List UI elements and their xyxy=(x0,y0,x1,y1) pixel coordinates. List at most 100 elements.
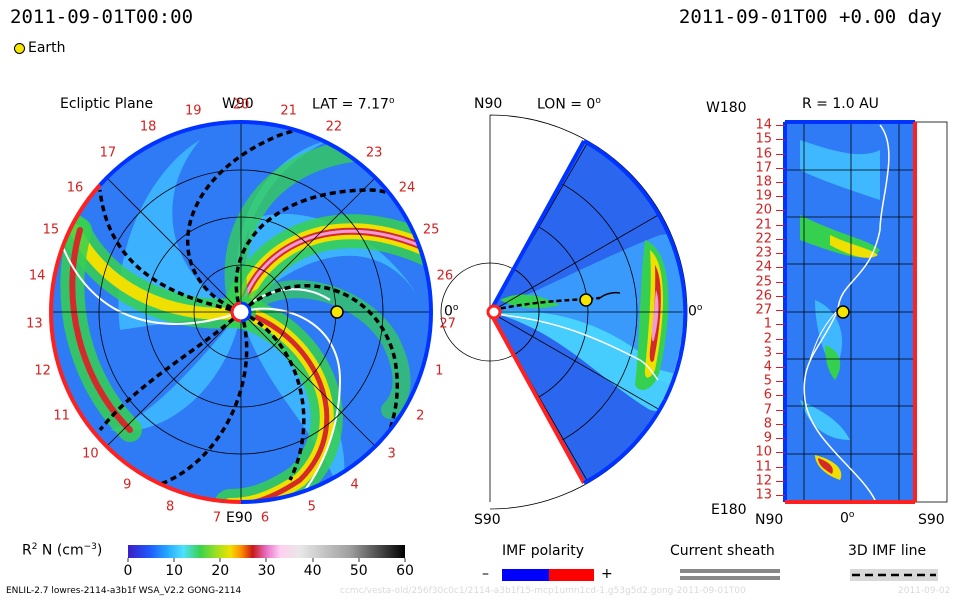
radial-carrington-tick xyxy=(776,480,785,482)
radial-carrington-label: 1 xyxy=(763,316,772,332)
radial-carrington-label: 5 xyxy=(763,373,772,389)
radial-carrington-label: 11 xyxy=(755,459,772,474)
datetime-left: 2011-09-01T00:00 xyxy=(10,6,194,28)
radial-carrington-tick xyxy=(776,466,785,468)
radial-carrington-label: 23 xyxy=(755,245,772,261)
colorbar-tick-label: 40 xyxy=(303,563,322,579)
radial-x-tick-0-value: 0 xyxy=(840,510,849,527)
radial-carrington-label: 8 xyxy=(763,416,772,432)
radial-carrington-label: 21 xyxy=(755,217,772,233)
ecliptic-carrington-label: 22 xyxy=(325,119,343,135)
radial-carrington-tick xyxy=(776,238,785,240)
ecliptic-carrington-label: 14 xyxy=(28,268,46,284)
radial-carrington-label: 13 xyxy=(755,487,772,503)
imf-polarity-title: IMF polarity xyxy=(502,543,585,559)
ecliptic-carrington-label: 16 xyxy=(66,180,84,196)
radial-carrington-tick xyxy=(776,295,785,297)
ecliptic-carrington-label: 11 xyxy=(53,408,70,423)
colorbar-tick-label: 0 xyxy=(123,563,133,579)
ecliptic-carrington-label: 1 xyxy=(435,363,444,379)
radial-carrington-label: 22 xyxy=(755,231,772,247)
colorbar-label-r: R xyxy=(22,542,32,559)
colorbar-label-rest: N (cm xyxy=(37,542,84,559)
radial-carrington-label: 14 xyxy=(755,117,772,133)
current-sheath-swatch-bottom xyxy=(680,576,780,580)
ecliptic-carrington-label: 2 xyxy=(416,408,425,423)
radial-carrington-tick xyxy=(776,181,785,183)
radial-carrington-label: 16 xyxy=(755,146,772,161)
ecliptic-bottom-label: E90 xyxy=(226,510,253,526)
ecliptic-carrington-label: 3 xyxy=(387,446,396,462)
colorbar-tick-label: 10 xyxy=(165,563,184,579)
radial-carrington-tick xyxy=(776,310,785,311)
radial-carrington-label: 25 xyxy=(755,274,772,289)
radial-carrington-label: 10 xyxy=(755,444,772,460)
radial-title: R = 1.0 AU xyxy=(802,96,879,112)
radial-carrington-label: 9 xyxy=(763,430,772,446)
radial-carrington-label: 20 xyxy=(755,202,772,218)
radial-carrington-tick xyxy=(776,224,785,226)
radial-carrington-tick xyxy=(776,452,785,454)
radial-bottom-label: E180 xyxy=(711,502,747,518)
ecliptic-carrington-label: 8 xyxy=(166,499,175,514)
radial-carrington-label: 15 xyxy=(755,131,772,147)
colorbar-tick-label: 50 xyxy=(349,563,368,579)
colorbar-tick-label: 20 xyxy=(211,563,230,579)
radial-x-tick-n90: N90 xyxy=(755,512,784,528)
imf-polarity-plus: + xyxy=(601,566,613,582)
radial-carrington-label: 17 xyxy=(755,160,772,176)
watermark-right: 2011-09-02 xyxy=(898,586,951,596)
radial-carrington-label: 7 xyxy=(763,402,772,418)
ecliptic-carrington-label: 20 xyxy=(232,97,250,113)
meridional-lon-readout: LON = 0o xyxy=(537,96,601,113)
radial-carrington-tick xyxy=(776,395,785,397)
ecliptic-carrington-label: 10 xyxy=(82,446,99,462)
radial-carrington-tick xyxy=(776,281,785,283)
ecliptic-carrington-label: 25 xyxy=(422,222,440,238)
radial-carrington-label: 2 xyxy=(763,331,772,346)
radial-carrington-tick xyxy=(776,338,785,340)
radial-carrington-label: 4 xyxy=(763,359,772,375)
ecliptic-carrington-label: 18 xyxy=(139,119,157,135)
ecliptic-carrington-label: 15 xyxy=(42,222,60,238)
ecliptic-carrington-label: 24 xyxy=(398,180,416,196)
radial-x-tick-0-sup: o xyxy=(848,510,855,520)
ecliptic-right-value: 0 xyxy=(444,303,453,320)
ecliptic-title: Ecliptic Plane xyxy=(60,96,154,112)
ecliptic-carrington-label: 12 xyxy=(34,363,51,379)
ecliptic-carrington-label: 13 xyxy=(26,316,43,332)
ecliptic-carrington-label: 7 xyxy=(212,510,222,526)
radial-carrington-label: 19 xyxy=(755,188,772,204)
radial-carrington-tick xyxy=(776,167,785,169)
earth-marker-ecliptic xyxy=(330,305,344,319)
radial-carrington-label: 3 xyxy=(763,345,772,361)
meridional-right-value: 0 xyxy=(688,303,697,320)
colorbar-tick-label: 30 xyxy=(257,563,276,579)
radial-carrington-label: 18 xyxy=(755,174,772,190)
current-sheath-swatch-top xyxy=(680,569,780,573)
meridional-top-label: N90 xyxy=(474,96,503,112)
imf-polarity-minus: – xyxy=(482,566,489,582)
imf-polarity-minus-swatch xyxy=(502,569,549,581)
radial-x-tick-0: 0o xyxy=(840,510,854,527)
ecliptic-carrington-label: 5 xyxy=(307,499,316,514)
earth-legend: Earth xyxy=(14,40,66,56)
radial-carrington-tick xyxy=(776,196,785,198)
datetime-right: 2011-09-01T00 +0.00 day xyxy=(678,6,942,28)
radial-carrington-tick xyxy=(776,495,785,496)
imf-polarity-plus-swatch xyxy=(549,569,594,581)
ecliptic-plane-panel xyxy=(48,120,434,504)
earth-legend-label: Earth xyxy=(28,40,66,56)
earth-legend-icon xyxy=(14,42,25,54)
ecliptic-right-sup: o xyxy=(452,303,459,313)
radial-carrington-tick xyxy=(776,352,785,354)
radial-top-label: W180 xyxy=(706,100,747,116)
ecliptic-right-label: 0o xyxy=(444,303,458,320)
ecliptic-carrington-label: 27 xyxy=(439,316,456,332)
radial-carrington-tick xyxy=(776,381,785,383)
earth-marker-radial xyxy=(836,305,850,319)
ecliptic-carrington-label: 21 xyxy=(280,103,297,119)
ecliptic-lat-readout: LAT = 7.17o xyxy=(312,96,394,113)
ecliptic-top-label: W90 xyxy=(222,96,254,112)
radial-carrington-label: 6 xyxy=(763,387,772,403)
